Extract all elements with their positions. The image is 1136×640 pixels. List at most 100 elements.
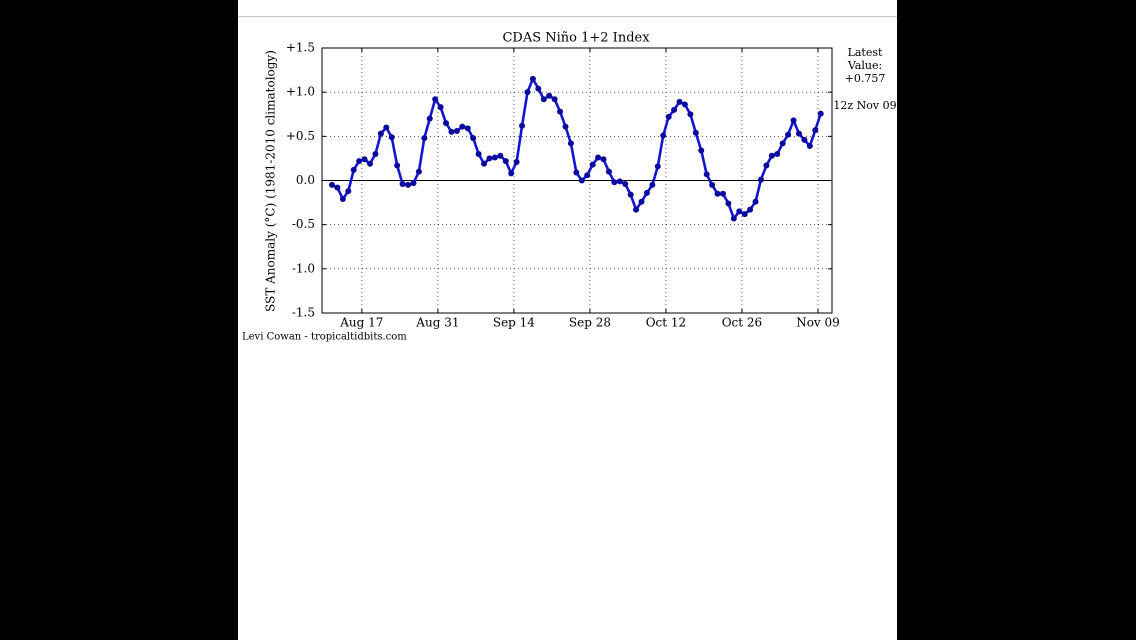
x-tick-label: Oct 12	[646, 316, 686, 330]
data-point	[464, 125, 471, 132]
data-point	[654, 163, 661, 170]
data-point	[513, 158, 520, 165]
data-point	[415, 168, 422, 175]
y-tick-label: -1.0	[292, 261, 315, 275]
y-tick-label: 0.0	[296, 173, 315, 187]
data-point	[437, 104, 444, 111]
data-point	[757, 176, 764, 183]
data-point	[345, 188, 352, 195]
data-point	[730, 215, 737, 222]
data-point	[350, 166, 357, 173]
data-point	[502, 158, 509, 165]
data-point	[671, 106, 678, 113]
data-point	[399, 181, 406, 188]
x-tick-label: Nov 09	[796, 316, 840, 330]
y-axis-label: SST Anomaly (°C) (1981-2010 climatology)	[264, 50, 278, 312]
data-point	[519, 122, 526, 129]
y-tick-label: -0.5	[292, 217, 315, 231]
data-point	[367, 160, 374, 167]
y-tick-label: +1.5	[286, 41, 315, 55]
data-point	[508, 170, 515, 177]
data-point	[372, 151, 379, 157]
data-point	[779, 140, 786, 147]
data-point	[546, 92, 553, 99]
data-point	[643, 189, 650, 196]
data-point	[660, 132, 667, 139]
data-point	[703, 171, 710, 178]
x-tick-label: Oct 26	[722, 316, 762, 330]
data-point	[649, 181, 656, 188]
data-point	[763, 162, 770, 169]
data-point	[475, 151, 482, 157]
data-point	[334, 184, 341, 191]
data-point	[616, 178, 623, 185]
latest-label: Value:	[847, 59, 882, 72]
data-point	[567, 140, 574, 147]
data-point	[481, 160, 488, 167]
data-point	[714, 190, 721, 197]
data-point	[622, 181, 629, 188]
data-point	[801, 136, 808, 143]
x-tick-label: Sep 28	[569, 316, 611, 330]
data-point	[470, 135, 477, 142]
data-point	[573, 169, 580, 176]
data-point	[394, 162, 401, 169]
data-point	[768, 152, 775, 159]
data-point	[388, 134, 395, 141]
data-point	[535, 85, 542, 92]
data-point	[687, 111, 694, 118]
data-point	[633, 206, 640, 213]
data-point	[752, 198, 759, 205]
y-tick-label: +0.5	[286, 129, 315, 143]
data-point	[638, 198, 645, 205]
data-point	[329, 181, 335, 188]
plot-frame	[321, 47, 833, 314]
data-point	[432, 96, 439, 103]
data-point	[562, 123, 569, 130]
data-point	[736, 208, 743, 215]
data-point	[817, 110, 824, 117]
data-point	[665, 113, 672, 120]
data-point	[453, 128, 460, 135]
data-point	[557, 108, 564, 115]
credit: Levi Cowan - tropicaltidbits.com	[242, 332, 407, 343]
y-tick-label: -1.5	[292, 306, 315, 320]
data-point	[785, 131, 792, 138]
latest-label: Latest	[848, 46, 883, 59]
data-point	[383, 124, 390, 131]
data-point	[795, 130, 802, 137]
data-point	[605, 168, 612, 175]
data-point	[584, 172, 591, 179]
data-point	[448, 128, 455, 135]
data-point	[361, 156, 368, 163]
data-point	[486, 155, 493, 162]
data-point	[410, 180, 417, 187]
x-tick-label: Sep 14	[493, 316, 535, 330]
data-point	[578, 177, 585, 184]
data-point	[681, 101, 688, 108]
data-point	[698, 147, 705, 154]
x-tick-label: Aug 17	[339, 316, 383, 330]
data-point	[676, 98, 683, 105]
data-point	[524, 89, 531, 96]
data-point	[741, 211, 748, 218]
data-point	[774, 151, 781, 157]
data-point	[589, 161, 596, 168]
data-point	[747, 206, 754, 213]
data-point	[719, 190, 726, 197]
data-point	[611, 179, 618, 186]
data-point	[529, 75, 536, 82]
latest-time: 12z Nov 09	[833, 99, 896, 112]
data-point	[339, 196, 346, 203]
data-point	[540, 96, 547, 103]
chart-title: CDAS Niño 1+2 Index	[502, 31, 650, 46]
data-point	[497, 152, 504, 159]
data-point	[356, 158, 363, 165]
data-point	[405, 181, 412, 188]
data-point	[595, 154, 602, 161]
data-point	[812, 127, 819, 134]
data-point	[377, 130, 384, 137]
data-point	[790, 117, 797, 124]
